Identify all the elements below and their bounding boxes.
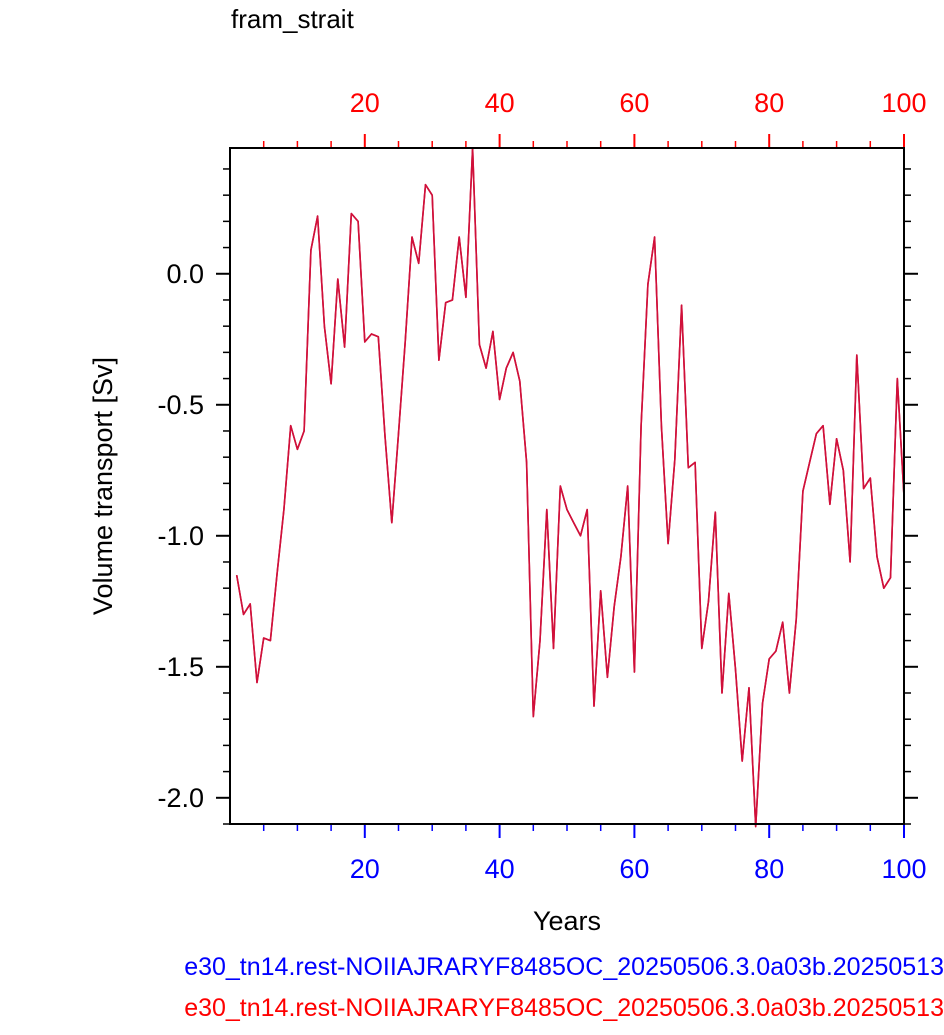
x-axis-label: Years [533,906,601,936]
x-tick-label-bottom: 40 [485,854,515,884]
x-tick-label-top: 100 [881,88,926,118]
chart-title: fram_strait [231,4,355,34]
y-tick-label: -1.5 [157,652,204,682]
series-label-blue: e30_tn14.rest-NOIIAJRARYF8485OC_20250506… [0,952,944,982]
plot-frame [229,147,905,825]
x-tick-label-top: 20 [350,88,380,118]
x-tick-label-top: 40 [485,88,515,118]
series-layer [235,147,905,828]
y-tick-label: -2.0 [157,783,204,813]
y-axis-label: Volume transport [Sv] [88,357,118,615]
series-label-red-text: e30_tn14.rest-NOIIAJRARYF8485OC_20250506… [184,994,944,1022]
y-tick-label: -1.0 [157,521,204,551]
x-tick-label-top: 80 [754,88,784,118]
series-label-red: e30_tn14.rest-NOIIAJRARYF8485OC_20250506… [0,993,944,1023]
y-tick-label: 0.0 [166,259,204,289]
series-label-blue-text: e30_tn14.rest-NOIIAJRARYF8485OC_20250506… [184,953,944,981]
x-tick-label-top: 60 [619,88,649,118]
series-line-red [235,147,905,828]
x-tick-label-bottom: 80 [754,854,784,884]
ticks-layer: 20 20 40 40 60 60 80 80 100 100 0.0 -0.5 -1.0 -1.5 -2.… [157,88,926,884]
y-tick-label: -0.5 [157,390,204,420]
x-tick-label-bottom: 100 [881,854,926,884]
x-tick-label-bottom: 60 [619,854,649,884]
x-tick-label-bottom: 20 [350,854,380,884]
